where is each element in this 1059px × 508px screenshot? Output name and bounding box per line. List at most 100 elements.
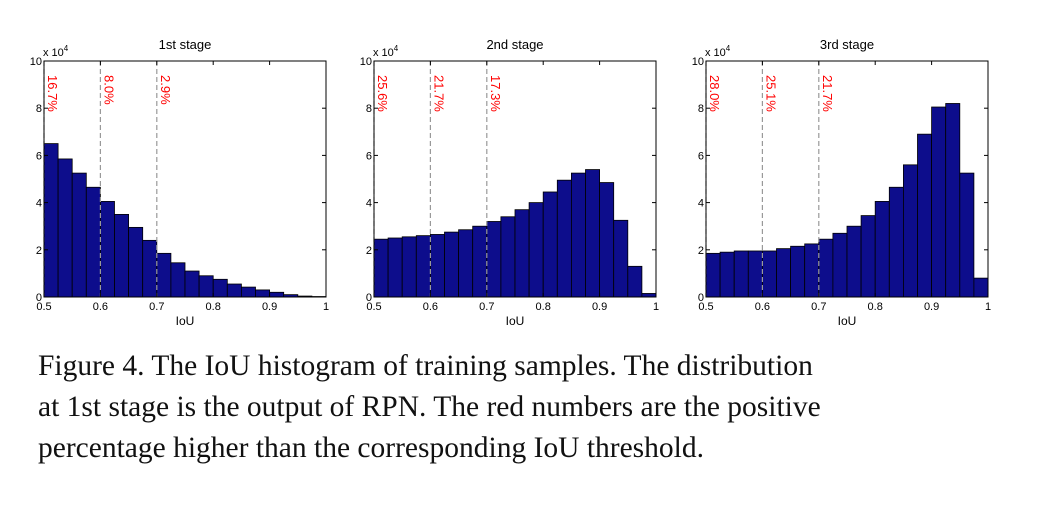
threshold-label: 25.6% (375, 75, 390, 112)
x-axis-label: IoU (838, 314, 857, 328)
figure-charts: 16.7% 8.0% 2.9% 0 2 4 6 8 10 0.5 0.6 0.7 0.8 0.9 1 x 10… (30, 37, 991, 328)
caption-line-2: at 1st stage is the output of RPN. The r… (38, 391, 821, 423)
histogram-bar (528, 202, 544, 298)
histogram-bar (226, 283, 242, 298)
threshold-label: 2.9% (158, 75, 173, 105)
caption-line-1: Figure 4. The IoU histogram of training … (38, 350, 813, 382)
threshold-label: 21.7% (820, 75, 835, 112)
histogram-bar (888, 186, 904, 298)
x-tick-label: 0.6 (93, 301, 108, 313)
histogram-bar (818, 238, 834, 298)
histogram-bar (832, 232, 848, 298)
histogram-panel-1: 16.7% 8.0% 2.9% 0 2 4 6 8 10 0.5 0.6 0.7 0.8 0.9 1 x 10… (30, 37, 329, 328)
x-tick-label: 1 (323, 301, 329, 313)
x-tick-label: 0.5 (698, 301, 713, 313)
x-tick-label: 0.7 (479, 301, 494, 313)
histogram-bar (71, 172, 87, 298)
caption-line-3: percentage higher than the corresponding… (38, 432, 704, 464)
y-tick-label: 2 (366, 245, 372, 257)
y-multiplier-label: x 104 (373, 44, 399, 59)
histogram-bar (240, 286, 256, 298)
histogram-bar (733, 250, 749, 298)
histogram-bar (142, 239, 158, 298)
x-tick-label: 0.9 (592, 301, 607, 313)
axes-box (705, 60, 989, 298)
histogram-bar (705, 252, 721, 298)
histogram-bar (486, 221, 502, 298)
threshold-label: 17.3% (488, 75, 503, 112)
histogram-bar (641, 293, 657, 298)
histogram-bar (874, 201, 890, 298)
axes-box (373, 60, 657, 298)
histogram-bar (387, 237, 403, 298)
histogram-bar (917, 133, 933, 298)
y-tick-label: 8 (698, 103, 704, 115)
histogram-bar (903, 164, 918, 298)
histogram-bar (762, 250, 777, 298)
figure-caption: Figure 4. The IoU histogram of training … (38, 346, 1038, 469)
histogram-bar (719, 251, 735, 298)
x-tick-label: 0.8 (868, 301, 883, 313)
histogram-bar (959, 172, 975, 298)
histogram-bar (429, 234, 445, 298)
histogram-bar (860, 215, 876, 298)
histogram-bar (585, 169, 601, 298)
histogram-bar (790, 245, 806, 298)
histogram-bar (198, 275, 214, 298)
histogram-bar (514, 209, 530, 298)
histogram-bar (170, 262, 186, 298)
histogram-bar (458, 229, 474, 298)
histogram-bar (613, 219, 629, 298)
y-tick-label: 6 (698, 150, 704, 162)
y-multiplier-label: x 104 (43, 44, 69, 59)
y-tick-label: 10 (692, 56, 704, 68)
y-tick-label: 0 (36, 292, 42, 304)
y-tick-label: 4 (366, 198, 372, 210)
histogram-bar (500, 216, 516, 298)
histogram-bar (415, 235, 431, 298)
x-axis-label: IoU (506, 314, 525, 328)
y-multiplier-exponent: 4 (64, 44, 69, 53)
x-tick-label: 0.7 (811, 301, 826, 313)
axes-box (43, 60, 327, 298)
histogram-bar (373, 238, 389, 298)
histogram-bar (804, 243, 820, 298)
threshold-label: 16.7% (45, 75, 60, 112)
y-tick-label: 8 (36, 103, 42, 115)
chart-title: 1st stage (159, 37, 212, 52)
histogram-bar (931, 106, 947, 298)
y-tick-label: 10 (360, 56, 372, 68)
histogram-bar (444, 231, 460, 298)
histogram-panel-3: 28.0% 25.1% 21.7% 0 2 4 6 8 10 0.5 0.6 0.7 0.8 0.9 1 x … (692, 37, 991, 328)
y-multiplier-label: x 104 (705, 44, 731, 59)
y-tick-label: 4 (698, 198, 704, 210)
histogram-bar (776, 248, 792, 298)
chart-title: 2nd stage (486, 37, 543, 52)
histogram-bar (599, 182, 615, 298)
x-tick-label: 0.5 (36, 301, 51, 313)
x-tick-label: 0.8 (206, 301, 221, 313)
histogram-bar (212, 278, 228, 298)
threshold-label: 8.0% (101, 75, 116, 105)
histogram-bar (747, 250, 763, 298)
x-tick-label: 0.9 (262, 301, 277, 313)
x-tick-label: 0.6 (423, 301, 438, 313)
histogram-bar (542, 191, 558, 298)
histogram-panel-2: 25.6% 21.7% 17.3% 0 2 4 6 8 10 0.5 0.6 0.7 0.8 0.9 1 x … (360, 37, 659, 328)
histogram-bar (184, 270, 200, 298)
x-tick-label: 0.5 (366, 301, 381, 313)
threshold-label: 21.7% (431, 75, 446, 112)
histogram-bar (100, 201, 115, 298)
y-tick-label: 6 (366, 150, 372, 162)
x-tick-label: 1 (985, 301, 991, 313)
histogram-bar (128, 226, 144, 298)
chart-title: 3rd stage (820, 37, 874, 52)
y-tick-label: 6 (36, 150, 42, 162)
histogram-bar (627, 265, 643, 298)
y-multiplier-exponent: 4 (726, 44, 731, 53)
histogram-bar (85, 186, 101, 298)
histogram-bar (401, 236, 417, 298)
threshold-label: 28.0% (707, 75, 722, 112)
y-tick-label: 4 (36, 198, 42, 210)
histogram-bar (945, 103, 961, 298)
